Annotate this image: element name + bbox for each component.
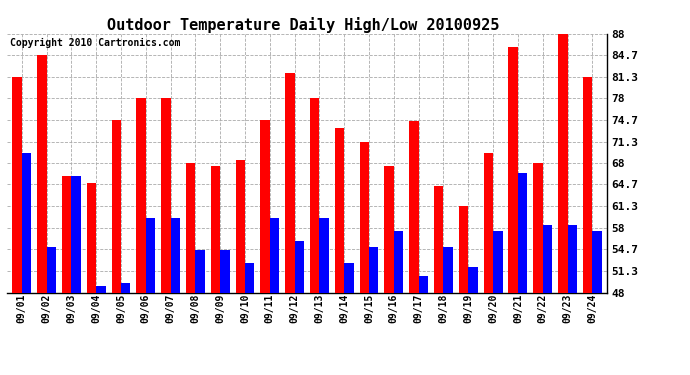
Bar <box>509 47 518 375</box>
Bar <box>583 77 592 375</box>
Bar <box>394 231 403 375</box>
Bar <box>62 176 71 375</box>
Bar <box>419 276 428 375</box>
Bar <box>37 55 47 375</box>
Bar <box>344 263 354 375</box>
Bar <box>112 120 121 375</box>
Bar <box>22 153 31 375</box>
Bar <box>533 163 543 375</box>
Bar <box>359 142 369 375</box>
Bar <box>96 286 106 375</box>
Bar <box>319 218 329 375</box>
Bar <box>335 128 344 375</box>
Bar <box>493 231 502 375</box>
Bar <box>146 218 155 375</box>
Bar <box>459 207 469 375</box>
Bar <box>285 73 295 375</box>
Bar <box>484 153 493 375</box>
Bar <box>592 231 602 375</box>
Bar <box>47 247 56 375</box>
Bar <box>211 166 220 375</box>
Bar <box>195 251 205 375</box>
Bar <box>310 99 319 375</box>
Bar <box>220 251 230 375</box>
Bar <box>186 163 195 375</box>
Bar <box>235 160 245 375</box>
Bar <box>558 34 567 375</box>
Bar <box>170 218 180 375</box>
Text: Copyright 2010 Cartronics.com: Copyright 2010 Cartronics.com <box>10 38 180 48</box>
Bar <box>245 263 255 375</box>
Bar <box>12 77 22 375</box>
Bar <box>270 218 279 375</box>
Bar <box>71 176 81 375</box>
Bar <box>161 99 170 375</box>
Bar <box>260 120 270 375</box>
Bar <box>518 173 527 375</box>
Bar <box>409 121 419 375</box>
Bar <box>469 267 477 375</box>
Bar <box>121 283 130 375</box>
Bar <box>543 225 552 375</box>
Bar <box>87 183 96 375</box>
Bar <box>295 241 304 375</box>
Bar <box>369 247 379 375</box>
Bar <box>137 99 146 375</box>
Bar <box>444 247 453 375</box>
Bar <box>384 166 394 375</box>
Bar <box>567 225 577 375</box>
Bar <box>434 186 444 375</box>
Text: Outdoor Temperature Daily High/Low 20100925: Outdoor Temperature Daily High/Low 20100… <box>108 17 500 33</box>
